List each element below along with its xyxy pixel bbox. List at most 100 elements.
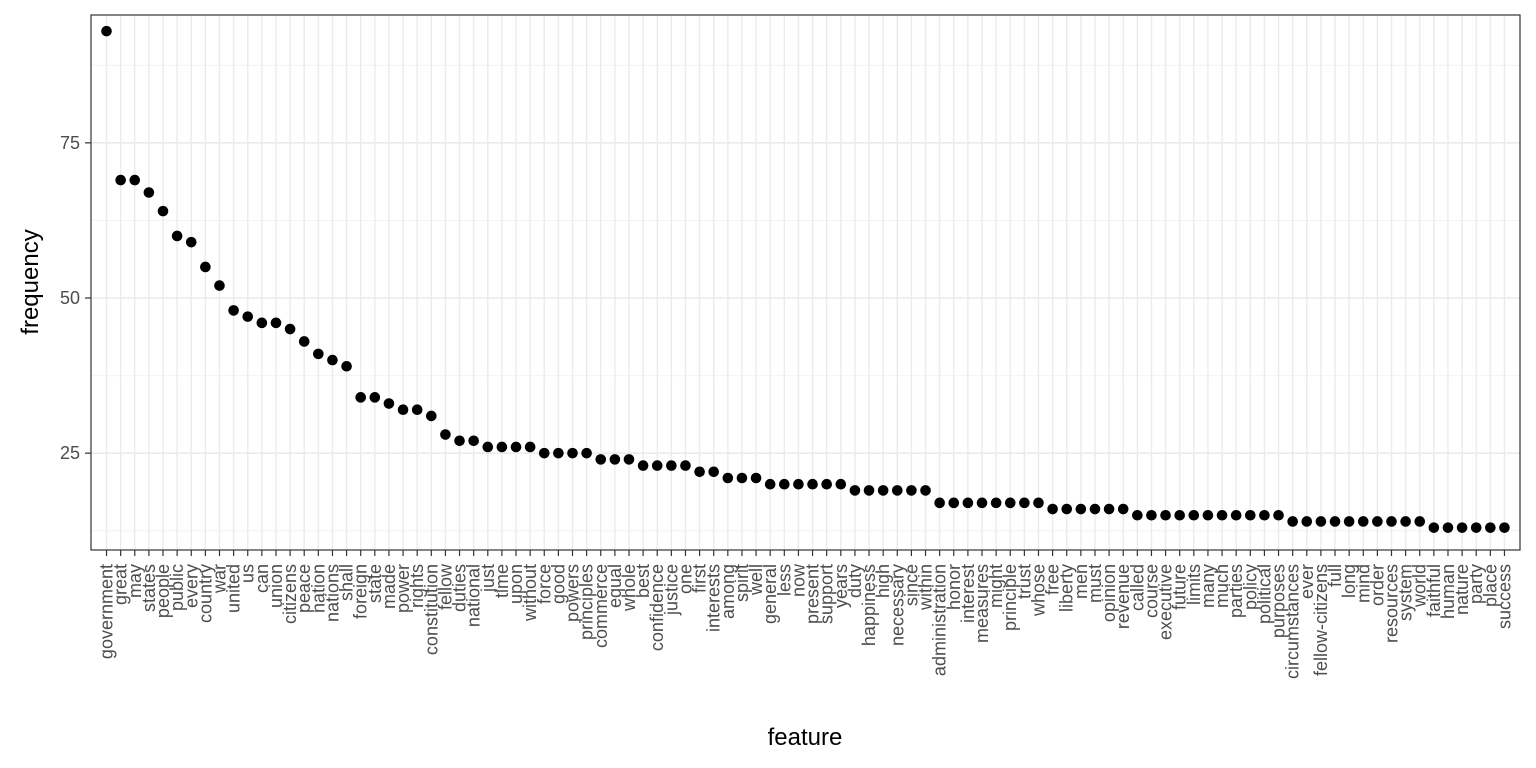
x-tick-label: ever — [1297, 564, 1317, 599]
data-point — [129, 174, 141, 186]
data-point — [524, 441, 536, 453]
x-tick-label: mind — [1353, 564, 1373, 603]
data-point — [1315, 516, 1327, 527]
x-tick-label: justice — [661, 564, 681, 616]
x-tick-label: might — [986, 564, 1006, 608]
x-tick-label: within — [916, 564, 936, 611]
x-tick-label: united — [224, 564, 244, 613]
x-tick-label: powers — [563, 564, 583, 622]
y-tick-label: 75 — [60, 133, 80, 153]
data-point — [863, 485, 875, 496]
x-tick-label: us — [238, 564, 258, 583]
plot-panel-border — [90, 14, 1521, 551]
x-tick-label: interest — [958, 564, 978, 623]
data-point — [200, 261, 211, 273]
x-tick-label: without — [520, 564, 540, 622]
data-point — [1442, 522, 1454, 533]
data-point — [609, 454, 621, 465]
data-point — [666, 460, 677, 471]
major-gridlines-y — [91, 142, 1520, 454]
data-point — [750, 472, 762, 484]
data-point — [1428, 522, 1440, 533]
data-point — [1357, 516, 1369, 527]
data-point — [736, 472, 748, 484]
x-tick-label: honor — [944, 564, 964, 610]
data-point — [948, 497, 960, 509]
x-tick-label: may — [125, 564, 145, 598]
x-tick-label: foreign — [351, 564, 371, 619]
data-point — [849, 485, 861, 496]
data-point — [553, 447, 564, 459]
x-tick-label: well — [746, 564, 766, 596]
x-tick-label: less — [774, 564, 794, 596]
data-point — [440, 429, 451, 440]
x-tick-label: duty — [845, 564, 865, 598]
x-tick-label: support — [817, 564, 837, 624]
data-point — [185, 236, 197, 248]
data-point — [962, 497, 974, 509]
x-tick-label: trust — [1014, 564, 1034, 599]
data-point — [1470, 522, 1482, 533]
data-point — [496, 441, 508, 453]
minor-gridlines-y — [91, 64, 1520, 532]
data-point — [411, 404, 423, 416]
x-tick-label: state — [365, 564, 385, 603]
data-point — [1485, 522, 1496, 533]
data-point — [1146, 509, 1157, 521]
data-point — [397, 404, 409, 416]
data-point — [637, 460, 649, 471]
x-tick-label: liberty — [1057, 564, 1077, 612]
data-point — [807, 478, 818, 490]
x-tick-label: party — [1466, 564, 1486, 604]
x-tick-label: government — [97, 564, 117, 659]
major-gridlines-x — [105, 15, 1506, 550]
x-tick-label: good — [548, 564, 568, 604]
data-point — [1329, 516, 1341, 527]
x-axis-title: feature — [768, 724, 843, 751]
data-point — [143, 187, 155, 198]
data-point — [1343, 516, 1355, 527]
x-tick-label: interests — [704, 564, 724, 632]
x-tick-label: public — [167, 564, 187, 611]
x-tick-label: called — [1127, 564, 1147, 611]
x-tick-label: great — [111, 564, 131, 605]
x-axis-ticks: governmentgreatmaystatespeoplepublicever… — [97, 550, 1514, 679]
x-tick-label: equal — [605, 564, 625, 608]
data-point — [1386, 516, 1397, 527]
x-tick-label: fellow — [435, 563, 455, 610]
x-tick-label: free — [1043, 564, 1063, 595]
x-tick-label: since — [901, 564, 921, 606]
data-point — [1160, 509, 1171, 521]
x-tick-label: made — [379, 564, 399, 609]
data-point — [990, 497, 1002, 509]
data-point — [1202, 509, 1214, 521]
x-tick-label: future — [1170, 564, 1190, 610]
y-tick-label: 50 — [60, 288, 80, 308]
x-tick-label: country — [195, 564, 215, 623]
data-point — [764, 478, 776, 490]
data-point — [426, 410, 437, 422]
x-tick-label: place — [1480, 564, 1500, 607]
x-tick-label: constitution — [421, 564, 441, 655]
x-tick-label: fellow-citizens — [1311, 564, 1331, 676]
data-point — [284, 323, 296, 335]
x-tick-label: people — [153, 564, 173, 618]
x-tick-label: upon — [506, 564, 526, 604]
x-tick-label: resources — [1382, 564, 1402, 643]
x-tick-label: high — [873, 564, 893, 598]
data-point — [1244, 509, 1256, 521]
x-tick-label: peace — [294, 564, 314, 613]
data-point — [157, 205, 169, 217]
data-point — [1287, 516, 1298, 527]
x-tick-label: war — [209, 564, 229, 594]
data-point — [651, 460, 663, 471]
data-point — [1400, 516, 1411, 527]
x-tick-label: force — [534, 564, 554, 604]
data-point — [920, 485, 931, 496]
data-point — [1499, 522, 1510, 533]
data-point — [214, 280, 225, 291]
x-tick-label: time — [492, 564, 512, 598]
data-point — [101, 25, 112, 37]
data-point — [595, 454, 607, 465]
data-point — [835, 478, 847, 490]
